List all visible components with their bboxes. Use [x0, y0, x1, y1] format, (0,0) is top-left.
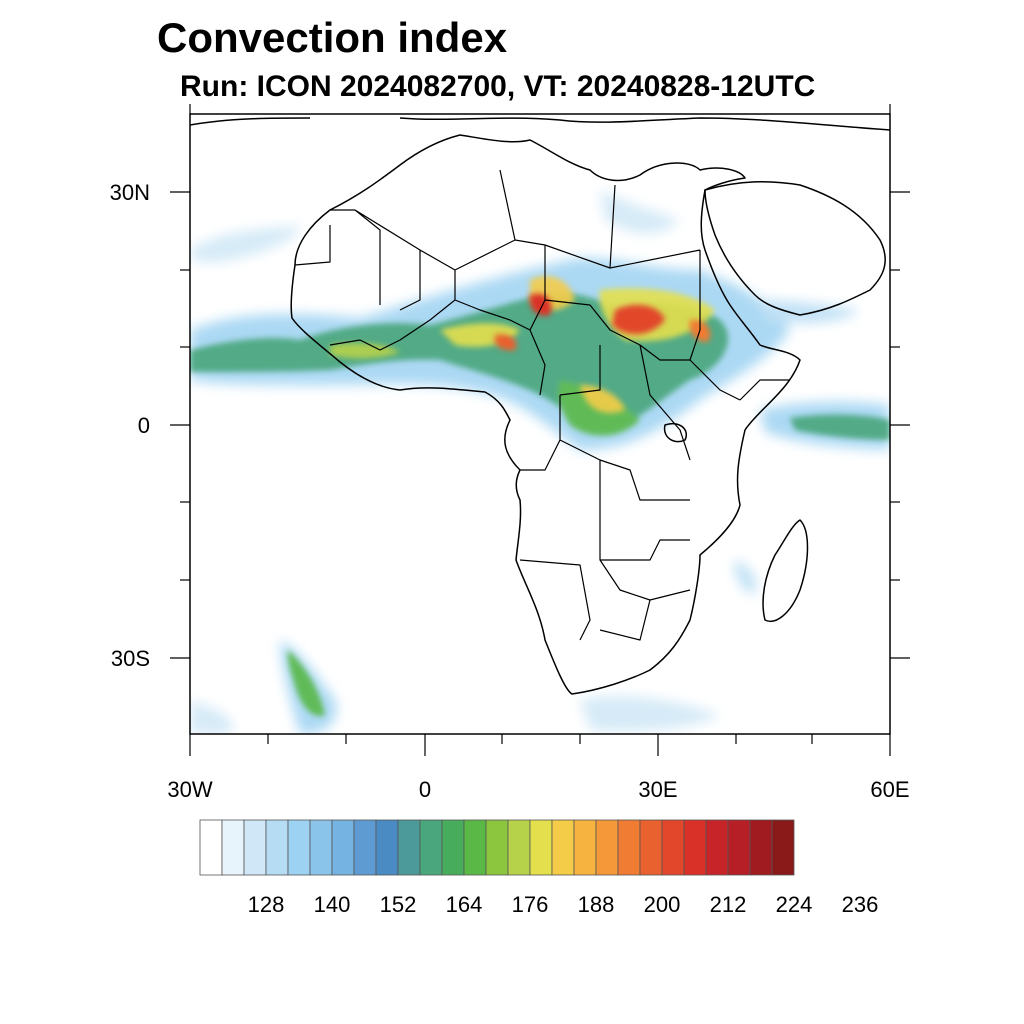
madagascar-coastline — [762, 519, 809, 622]
colorbar-labels: 128 140 152 164 176 188 200 212 224 236 — [248, 892, 879, 917]
colorbar-swatch — [551, 819, 575, 876]
lon-label-60e: 60E — [870, 777, 909, 802]
colorbar-label-152: 152 — [380, 892, 417, 917]
colorbar-swatch — [529, 819, 553, 876]
colorbar-swatch — [375, 819, 399, 876]
colorbar-swatch — [639, 819, 663, 876]
colorbar-swatch — [485, 819, 509, 876]
colorbar-swatch — [419, 819, 443, 876]
colorbar-swatch — [199, 819, 223, 876]
colorbar-label-140: 140 — [314, 892, 351, 917]
lat-label-30n: 30N — [110, 180, 150, 205]
colorbar-swatch — [265, 819, 289, 876]
colorbar-swatch — [727, 819, 751, 876]
colorbar-swatch — [309, 819, 333, 876]
africa-coastline — [290, 134, 801, 695]
colorbar-label-224: 224 — [776, 892, 813, 917]
colorbar-swatch — [573, 819, 597, 876]
colorbar-swatch — [221, 819, 245, 876]
colorbar-label-176: 176 — [512, 892, 549, 917]
lat-tick-labels: 30N 0 30S — [110, 180, 150, 671]
lon-tick-labels: 30W 0 30E 60E — [167, 777, 909, 802]
colorbar-swatch — [507, 819, 531, 876]
colorbar-label-128: 128 — [248, 892, 285, 917]
colorbar-swatch — [397, 819, 421, 876]
lon-label-30e: 30E — [638, 777, 677, 802]
colorbar-swatch — [331, 819, 355, 876]
colorbar-swatch — [595, 819, 619, 876]
chart-subtitle: Run: ICON 2024082700, VT: 20240828-12UTC — [180, 70, 816, 103]
lon-label-0: 0 — [419, 777, 431, 802]
colorbar-swatch — [353, 819, 377, 876]
lat-label-30s: 30S — [111, 646, 150, 671]
colorbar — [199, 819, 795, 876]
colorbar-swatch — [617, 819, 641, 876]
arabia-coastline — [704, 180, 886, 316]
tick-marks — [170, 104, 910, 756]
field-light-blue — [190, 190, 890, 734]
europe-coastline — [190, 117, 890, 131]
chart-title: Convection index — [157, 14, 508, 61]
colorbar-label-236: 236 — [842, 892, 879, 917]
coastlines-borders — [190, 117, 890, 695]
colorbar-swatch — [463, 819, 487, 876]
lat-label-0: 0 — [138, 413, 150, 438]
colorbar-swatch — [683, 819, 707, 876]
lon-label-30w: 30W — [167, 777, 212, 802]
colorbar-label-212: 212 — [710, 892, 747, 917]
national-borders — [294, 169, 790, 641]
colorbar-label-164: 164 — [446, 892, 483, 917]
colorbar-swatch — [705, 819, 729, 876]
colorbar-swatch — [287, 819, 311, 876]
plot-frame — [189, 113, 891, 735]
colorbar-label-200: 200 — [644, 892, 681, 917]
colorbar-swatch — [771, 819, 795, 876]
convection-field — [190, 190, 890, 734]
colorbar-label-188: 188 — [578, 892, 615, 917]
colorbar-swatch — [749, 819, 773, 876]
colorbar-swatch — [243, 819, 267, 876]
field-red — [494, 293, 711, 351]
colorbar-swatch — [441, 819, 465, 876]
colorbar-swatch — [661, 819, 685, 876]
lake-victoria — [663, 423, 687, 443]
